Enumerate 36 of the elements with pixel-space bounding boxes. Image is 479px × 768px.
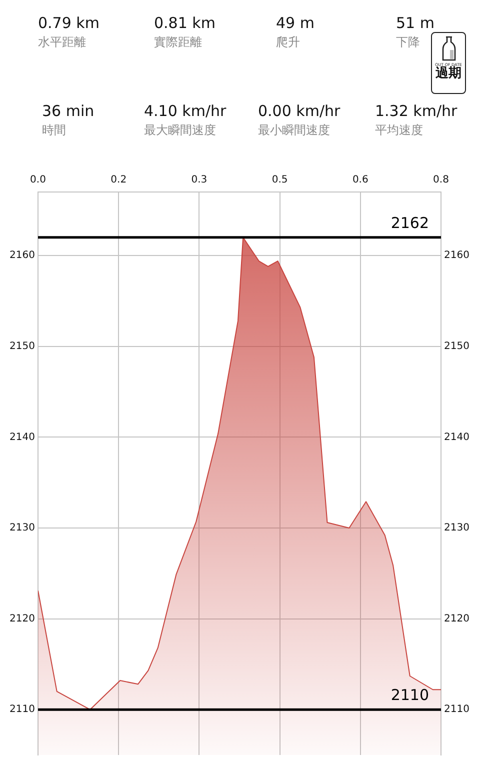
y2-tick-label: 2110: [444, 704, 470, 716]
ref-line-label: 2110: [390, 686, 429, 704]
text: 下降: [396, 34, 421, 51]
ref-line-label: 2162: [390, 214, 429, 232]
y2-tick-label: 2130: [444, 522, 470, 534]
y-tick-label: 2160: [10, 250, 35, 262]
text: 最大瞬間速度: [144, 122, 217, 139]
x-tick-label: 0.3: [191, 174, 208, 186]
y-tick-label: 2120: [10, 613, 35, 624]
text: 平均速度: [375, 122, 424, 139]
y-tick-label: 2110: [10, 704, 35, 716]
y-tick-label: 2140: [10, 432, 35, 443]
y2-tick-label: 2160: [444, 250, 470, 262]
x-tick-label: 0.5: [272, 174, 288, 186]
text: 0.79 km: [38, 14, 100, 32]
x-tick-label: 0.6: [352, 174, 368, 186]
y-tick-label: 2130: [10, 522, 35, 534]
text: 1.32 km/hr: [375, 102, 458, 120]
text: 時間: [42, 123, 66, 137]
text: 4.10 km/hr: [144, 102, 228, 120]
y2-tick-label: 2150: [444, 340, 470, 352]
text: 0.00 km/hr: [258, 102, 342, 120]
y2-tick-label: 2120: [444, 613, 470, 624]
text: 0.81 km: [154, 14, 216, 32]
x-tick-label: 0.8: [433, 174, 449, 186]
text: 實際距離: [154, 34, 203, 51]
y2-tick-label: 2140: [444, 432, 470, 443]
y-tick-label: 2150: [10, 340, 35, 352]
text: 爬升: [276, 34, 301, 51]
x-tick-label: 0.2: [110, 174, 127, 186]
text: 最小瞬間速度: [258, 122, 331, 139]
text: 51 m: [396, 14, 436, 32]
text: 36 min: [42, 102, 94, 120]
x-tick-label: 0.0: [30, 174, 46, 186]
text: 水平距離: [38, 34, 87, 51]
text: 49 m: [276, 14, 316, 32]
